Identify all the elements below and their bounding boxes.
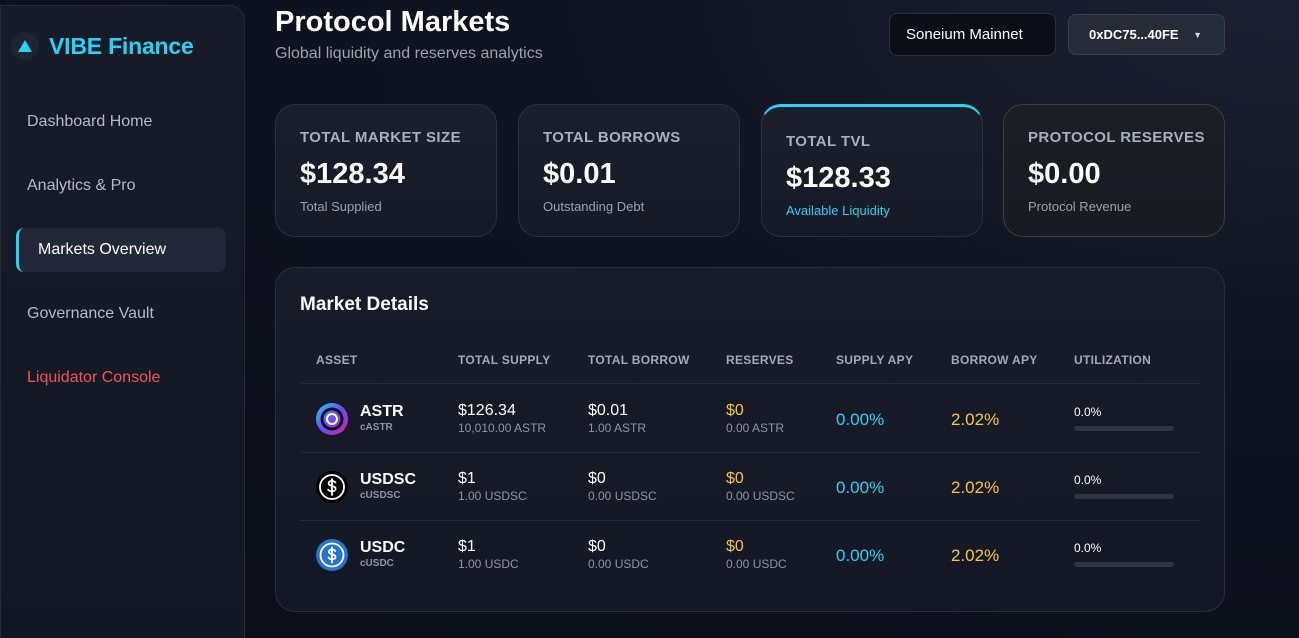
supply-apy: 0.00% [836,478,885,497]
page-subtitle: Global liquidity and reserves analytics [275,45,543,62]
brand-name: VIBE Finance [49,32,194,59]
reserves-value: $0 [726,402,744,419]
total-borrow-amount: 0.00 USDC [588,557,649,571]
total-borrow-value: $0 [588,470,606,487]
table-row[interactable]: ASTR cASTR $126.34 10,010.00 ASTR $0.01 … [276,384,1226,452]
supply-apy: 0.00% [836,410,885,429]
stat-value: $128.33 [786,162,891,194]
stat-card-total-borrows: TOTAL BORROWS $0.01 Outstanding Debt [518,104,740,237]
total-supply-value: $126.34 [458,402,516,419]
asset-symbol: ASTR [360,403,404,420]
table-row[interactable]: USDC cUSDC $1 1.00 USDC $0 0.00 USDC $0 … [276,520,1226,588]
stat-label: TOTAL TVL [786,133,871,150]
sidebar-item-analytics[interactable]: Analytics & Pro [27,177,136,194]
borrow-apy: 2.02% [951,478,1000,497]
asset-ctoken: cASTR [360,422,393,433]
usdc-logo-icon [316,539,348,571]
stat-value: $0.01 [543,158,616,190]
utilization-bar [1074,494,1174,499]
triangle-up-icon [11,32,39,60]
stat-card-total-market-size: TOTAL MARKET SIZE $128.34 Total Supplied [275,104,497,237]
stat-sub: Protocol Revenue [1028,199,1132,214]
column-header-total-borrow: TOTAL BORROW [588,353,690,367]
total-supply-amount: 1.00 USDC [458,557,519,571]
stat-label: PROTOCOL RESERVES [1028,129,1205,146]
total-borrow-value: $0.01 [588,402,629,419]
column-header-total-supply: TOTAL SUPPLY [458,353,551,367]
astar-logo-icon [316,403,348,435]
stat-sub: Available Liquidity [786,203,890,218]
total-supply-value: $1 [458,538,476,555]
caret-down-icon: ▼ [1193,29,1202,40]
total-borrow-value: $0 [588,538,606,555]
column-header-asset: ASSET [316,353,358,367]
asset-symbol: USDC [360,539,406,556]
reserves-amount: 0.00 USDSC [726,489,795,503]
stat-value: $128.34 [300,158,405,190]
sidebar-item-governance-vault[interactable]: Governance Vault [27,305,154,322]
utilization-bar [1074,562,1174,567]
wallet-button[interactable]: 0xDC75...40FE ▼ [1068,14,1225,55]
total-supply-amount: 1.00 USDSC [458,489,527,503]
asset-ctoken: cUSDSC [360,490,401,501]
total-borrow-amount: 1.00 ASTR [588,421,647,435]
divider [300,520,1200,521]
sidebar-item-markets-overview[interactable]: Markets Overview [16,228,226,272]
divider [300,452,1200,453]
sidebar-item-dashboard-home[interactable]: Dashboard Home [27,113,153,130]
utilization-text: 0.0% [1074,473,1102,487]
stat-card-total-tvl: TOTAL TVL $128.33 Available Liquidity [761,104,983,237]
table-row[interactable]: USDSC cUSDSC $1 1.00 USDSC $0 0.00 USDSC… [276,452,1226,520]
asset-symbol: USDSC [360,471,417,488]
reserves-amount: 0.00 USDC [726,557,787,571]
brand[interactable]: VIBE Finance [11,32,194,60]
divider [300,383,1200,384]
wallet-address: 0xDC75...40FE [1089,27,1179,42]
utilization-text: 0.0% [1074,405,1102,419]
sidebar: VIBE Finance Dashboard Home Analytics & … [0,5,245,638]
usdsc-logo-icon [316,471,348,503]
reserves-amount: 0.00 ASTR [726,421,785,435]
total-supply-amount: 10,010.00 ASTR [458,421,547,435]
reserves-value: $0 [726,538,744,555]
reserves-value: $0 [726,470,744,487]
stat-value: $0.00 [1028,158,1101,190]
sidebar-item-liquidator-console[interactable]: Liquidator Console [27,369,161,386]
supply-apy: 0.00% [836,546,885,565]
total-borrow-amount: 0.00 USDSC [588,489,657,503]
column-header-borrow-apy: BORROW APY [951,353,1038,367]
stat-sub: Total Supplied [300,199,382,214]
network-selector-button[interactable]: Soneium Mainnet [889,13,1056,56]
page-title: Protocol Markets [275,6,511,38]
stat-card-protocol-reserves: PROTOCOL RESERVES $0.00 Protocol Revenue [1003,104,1225,237]
column-header-reserves: RESERVES [726,353,794,367]
total-supply-value: $1 [458,470,476,487]
stat-label: TOTAL BORROWS [543,129,681,146]
market-details-title: Market Details [300,294,429,315]
stat-label: TOTAL MARKET SIZE [300,129,461,146]
borrow-apy: 2.02% [951,546,1000,565]
asset-ctoken: cUSDC [360,558,394,569]
borrow-apy: 2.02% [951,410,1000,429]
column-header-utilization: UTILIZATION [1074,353,1152,367]
stat-sub: Outstanding Debt [543,199,645,214]
utilization-text: 0.0% [1074,541,1102,555]
utilization-bar [1074,426,1174,431]
column-header-supply-apy: SUPPLY APY [836,353,914,367]
market-details-panel: Market Details ASSET TOTAL SUPPLY TOTAL … [275,267,1225,612]
